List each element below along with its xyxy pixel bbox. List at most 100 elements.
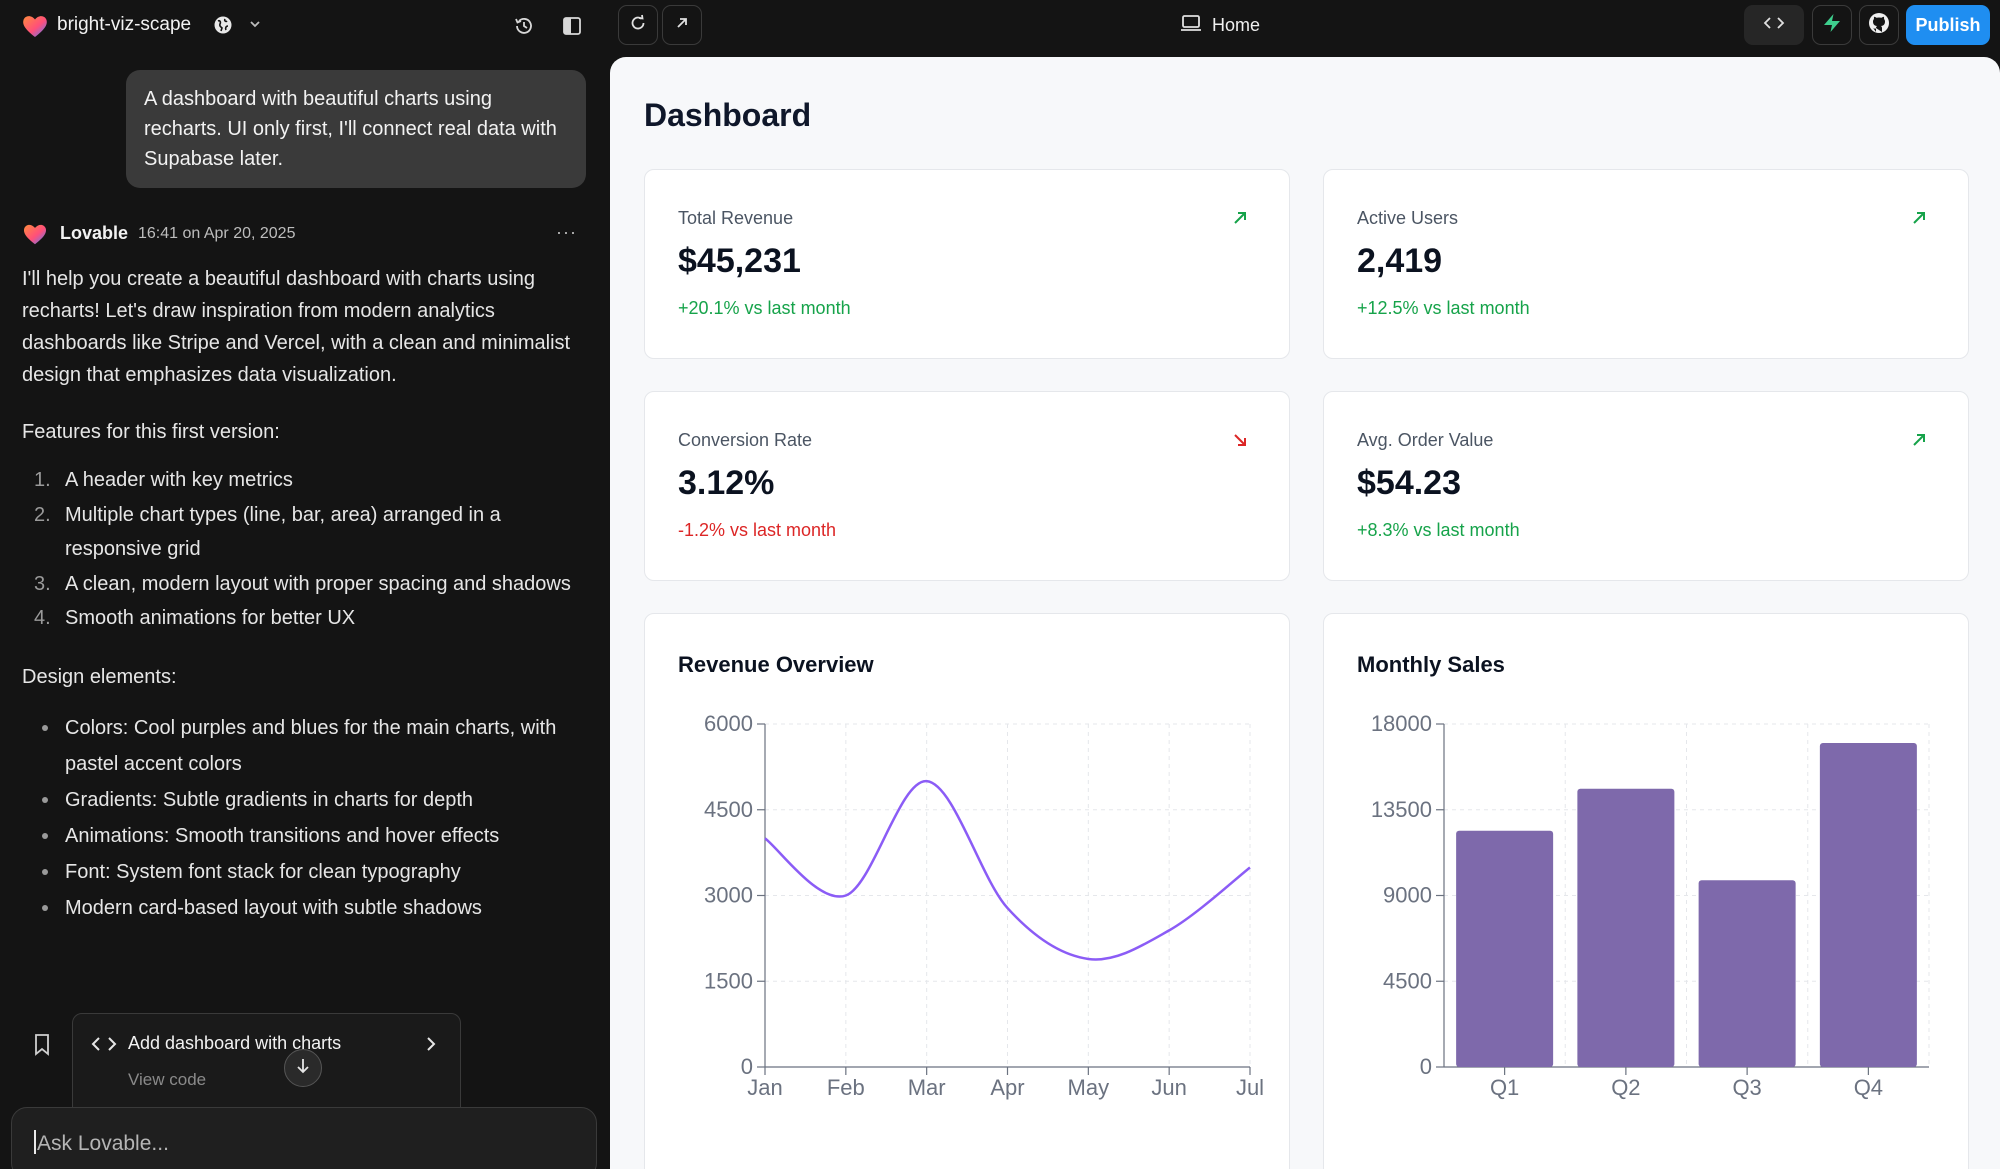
external-link-icon bbox=[673, 14, 691, 37]
y-tick-label: 1500 bbox=[704, 968, 753, 993]
features-heading: Features for this first version: bbox=[22, 421, 280, 443]
metric-value: $45,231 bbox=[678, 242, 801, 280]
x-tick-label: Q2 bbox=[1611, 1075, 1640, 1100]
app-preview: Dashboard Total Revenue $45,231 +20.1% v… bbox=[610, 57, 2000, 1169]
y-tick-label: 0 bbox=[1420, 1054, 1432, 1079]
history-icon[interactable] bbox=[508, 10, 540, 42]
message-timestamp: 16:41 on Apr 20, 2025 bbox=[138, 225, 296, 242]
metric-label: Active Users bbox=[1357, 208, 1459, 228]
supabase-icon bbox=[1821, 12, 1843, 39]
monthly-sales-bar-chart: 0 4500 9000 13500 18000 Q1 Q2 Q3 Q4 bbox=[1371, 711, 1930, 1100]
revenue-overview-card: Revenue Overview 0 1500 3000 4500 6000 Jan Feb… bbox=[644, 613, 1290, 1169]
github-icon bbox=[1867, 11, 1891, 40]
x-tick-label: Feb bbox=[827, 1075, 865, 1100]
metric-label: Conversion Rate bbox=[678, 430, 813, 450]
monitor-icon bbox=[1180, 14, 1202, 37]
x-tick-label: Q3 bbox=[1732, 1075, 1761, 1100]
user-message: A dashboard with beautiful charts using … bbox=[126, 70, 586, 188]
globe-icon[interactable] bbox=[212, 14, 234, 36]
list-item: Colors: Cool purples and blues for the m… bbox=[22, 710, 592, 782]
y-tick-label: 3000 bbox=[704, 883, 753, 908]
y-tick-label: 4500 bbox=[704, 797, 753, 822]
assistant-message: I'll help you create a beautiful dashboa… bbox=[22, 263, 592, 926]
trend-up-icon bbox=[1230, 208, 1250, 228]
metric-delta: +20.1% vs last month bbox=[678, 298, 851, 318]
bar-q3 bbox=[1698, 880, 1796, 1067]
metric-card-conversion-rate: Conversion Rate 3.12% -1.2% vs last mont… bbox=[644, 391, 1290, 581]
refresh-icon bbox=[628, 13, 648, 38]
sidebar-toggle-icon[interactable] bbox=[556, 10, 588, 42]
list-item: 2. Multiple chart types (line, bar, area)… bbox=[34, 503, 501, 561]
monthly-sales-card: Monthly Sales 0 4500 9000 13500 18000 Q1 Q2 Q3 Q… bbox=[1323, 613, 1969, 1169]
metric-label: Avg. Order Value bbox=[1357, 430, 1494, 450]
y-tick-label: 4500 bbox=[1383, 968, 1432, 993]
x-tick-label: Apr bbox=[990, 1075, 1024, 1100]
trend-down-icon bbox=[1230, 430, 1250, 450]
bar-q1 bbox=[1456, 830, 1554, 1067]
heart-logo-icon[interactable] bbox=[20, 11, 50, 41]
y-tick-label: 18000 bbox=[1371, 711, 1432, 736]
chart-title: Revenue Overview bbox=[678, 652, 874, 677]
more-options-icon[interactable]: ··· bbox=[556, 222, 577, 242]
project-name[interactable]: bright-viz-scape bbox=[57, 14, 192, 35]
list-item: Gradients: Subtle gradients in charts fo… bbox=[22, 782, 592, 818]
list-item: 1. A header with key metrics bbox=[34, 469, 293, 491]
y-tick-label: 0 bbox=[741, 1054, 753, 1079]
x-tick-label: May bbox=[1068, 1075, 1110, 1100]
design-heading: Design elements: bbox=[22, 665, 177, 688]
code-icon bbox=[91, 1034, 117, 1054]
list-item: Font: System font stack for clean typogr… bbox=[22, 854, 592, 890]
metric-card-avg-order-value: Avg. Order Value $54.23 +8.3% vs last mo… bbox=[1323, 391, 1969, 581]
x-tick-label: Jul bbox=[1236, 1075, 1264, 1100]
trend-up-icon bbox=[1909, 430, 1929, 450]
refresh-button[interactable] bbox=[618, 5, 658, 45]
page-title: Dashboard bbox=[644, 97, 812, 133]
open-in-new-tab-button[interactable] bbox=[662, 5, 702, 45]
metric-card-active-users: Active Users 2,419 +12.5% vs last month bbox=[1323, 169, 1969, 359]
metric-value: 3.12% bbox=[678, 464, 775, 502]
bar-q4 bbox=[1819, 743, 1917, 1067]
y-tick-label: 9000 bbox=[1383, 883, 1432, 908]
chat-panel: A dashboard with beautiful charts using … bbox=[0, 58, 610, 1169]
route-label: Home bbox=[1212, 14, 1261, 35]
features-list: 1. A header with key metrics 2. Multiple c… bbox=[22, 463, 592, 636]
arrow-down-icon bbox=[295, 1057, 311, 1080]
route-selector[interactable]: Home bbox=[1180, 12, 1260, 38]
y-tick-label: 13500 bbox=[1371, 797, 1432, 822]
metric-delta: +12.5% vs last month bbox=[1357, 298, 1530, 318]
list-item: 4. Smooth animations for better UX bbox=[34, 607, 356, 629]
chart-title: Monthly Sales bbox=[1357, 652, 1505, 677]
bar-q2 bbox=[1577, 788, 1675, 1067]
list-item: Modern card-based layout with subtle sha… bbox=[22, 890, 592, 926]
trend-up-icon bbox=[1909, 208, 1929, 228]
code-view-button[interactable] bbox=[1744, 5, 1804, 45]
metric-delta: +8.3% vs last month bbox=[1357, 520, 1520, 540]
design-list: Colors: Cool purples and blues for the m… bbox=[22, 710, 592, 926]
metric-value: $54.23 bbox=[1357, 464, 1461, 502]
top-bar: bright-viz-scape Home Publish bbox=[0, 0, 2000, 58]
view-code-link[interactable]: View code bbox=[128, 1070, 207, 1089]
metric-card-total-revenue: Total Revenue $45,231 +20.1% vs last mon… bbox=[644, 169, 1290, 359]
chat-input-placeholder: Ask Lovable... bbox=[37, 1132, 169, 1155]
chevron-right-icon bbox=[421, 1034, 441, 1054]
metric-label: Total Revenue bbox=[678, 208, 794, 228]
list-item: Animations: Smooth transitions and hover… bbox=[22, 818, 592, 854]
x-tick-label: Jun bbox=[1151, 1075, 1186, 1100]
supabase-button[interactable] bbox=[1812, 5, 1852, 45]
chat-input[interactable]: Ask Lovable... bbox=[11, 1107, 597, 1169]
assistant-intro: I'll help you create a beautiful dashboa… bbox=[22, 268, 571, 386]
chevron-down-icon[interactable] bbox=[246, 15, 264, 33]
publish-button[interactable]: Publish bbox=[1906, 5, 1990, 45]
x-tick-label: Mar bbox=[908, 1075, 946, 1100]
y-tick-label: 6000 bbox=[704, 711, 753, 736]
github-button[interactable] bbox=[1859, 5, 1899, 45]
x-tick-label: Jan bbox=[747, 1075, 782, 1100]
scroll-to-bottom-button[interactable] bbox=[284, 1049, 322, 1087]
bookmark-icon[interactable] bbox=[32, 1033, 54, 1057]
metric-value: 2,419 bbox=[1357, 242, 1443, 280]
list-item: 3. A clean, modern layout with proper spa… bbox=[34, 572, 571, 595]
metric-delta: -1.2% vs last month bbox=[678, 520, 837, 540]
assistant-name: Lovable bbox=[60, 223, 129, 243]
x-tick-label: Q1 bbox=[1490, 1075, 1519, 1100]
commit-title: Add dashboard with charts bbox=[128, 1033, 342, 1053]
